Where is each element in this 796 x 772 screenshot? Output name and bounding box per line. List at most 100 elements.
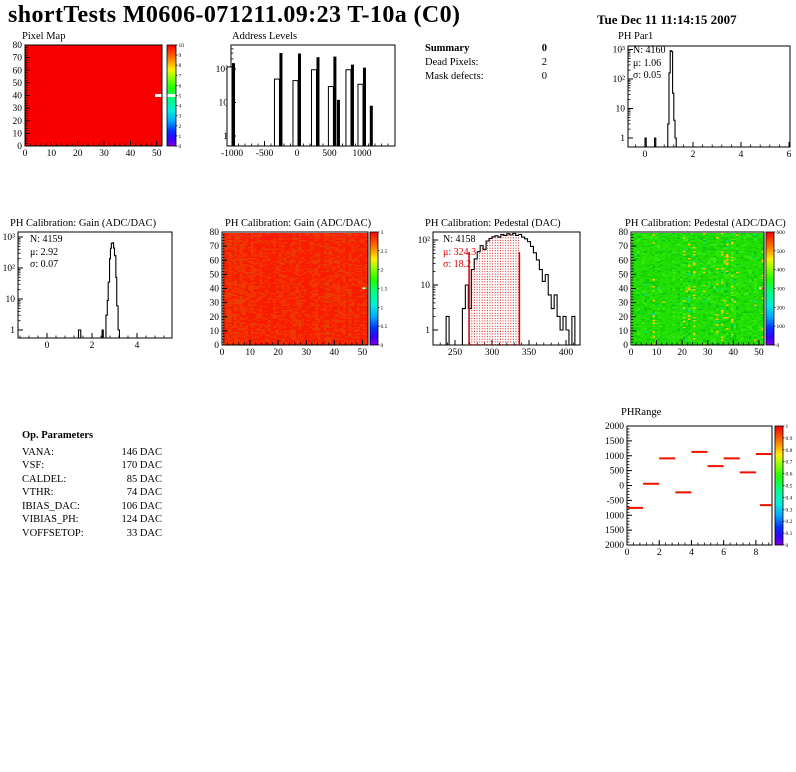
svg-text:30: 30 bbox=[703, 348, 713, 358]
svg-text:0: 0 bbox=[777, 343, 780, 349]
svg-text:20: 20 bbox=[73, 149, 83, 159]
op-parameters-title: Op. Parameters bbox=[22, 430, 94, 441]
timestamp: Tue Dec 11 11:14:15 2007 bbox=[597, 12, 737, 27]
svg-text:80: 80 bbox=[619, 228, 629, 238]
svg-text:30: 30 bbox=[99, 149, 109, 159]
svg-text:3: 3 bbox=[381, 230, 384, 236]
ph_par1-plot: 0 2 4 6 1 10 10² 10³ bbox=[613, 45, 792, 160]
stat-entries: N: 4160 bbox=[633, 45, 666, 56]
ph-par1-stats: N: 4160 μ: 1.06 σ: 0.05 bbox=[633, 45, 666, 83]
svg-text:50: 50 bbox=[210, 270, 220, 280]
svg-text:50: 50 bbox=[152, 149, 162, 159]
svg-text:0.1: 0.1 bbox=[786, 531, 793, 537]
svg-text:10: 10 bbox=[47, 149, 57, 159]
svg-text:10: 10 bbox=[616, 105, 626, 115]
svg-text:0: 0 bbox=[619, 482, 624, 492]
gain_hist-plot: 0 2 4 1 10 10² 10³ bbox=[3, 231, 173, 351]
svg-text:400: 400 bbox=[777, 268, 786, 274]
svg-text:2000: 2000 bbox=[605, 422, 624, 432]
svg-text:20: 20 bbox=[619, 313, 629, 323]
svg-text:50: 50 bbox=[619, 270, 629, 280]
svg-text:70: 70 bbox=[619, 242, 629, 252]
svg-text:10: 10 bbox=[421, 281, 431, 291]
svg-text:4: 4 bbox=[135, 341, 140, 351]
svg-text:10: 10 bbox=[210, 327, 220, 337]
svg-text:0: 0 bbox=[623, 341, 628, 351]
svg-text:0: 0 bbox=[45, 341, 50, 351]
svg-text:50: 50 bbox=[13, 79, 23, 89]
op-param-row: VSF: 170 DAC bbox=[22, 460, 162, 471]
op-param-row: IBIAS_DAC: 106 DAC bbox=[22, 500, 162, 512]
mask-defects-label: Mask defects: bbox=[425, 71, 484, 82]
svg-text:10²: 10² bbox=[613, 75, 626, 85]
page-title: shortTests M0606-071211.09:23 T-10a (C0) bbox=[8, 2, 461, 28]
svg-text:9: 9 bbox=[179, 53, 182, 59]
svg-text:0.8: 0.8 bbox=[786, 448, 793, 454]
svg-text:10: 10 bbox=[245, 348, 255, 358]
svg-text:20: 20 bbox=[273, 348, 283, 358]
svg-text:10: 10 bbox=[179, 43, 185, 49]
svg-text:0.3: 0.3 bbox=[786, 507, 793, 513]
stat-entries: N: 4159 bbox=[30, 234, 63, 245]
svg-text:0: 0 bbox=[786, 543, 789, 549]
svg-text:30: 30 bbox=[13, 104, 23, 114]
svg-text:0: 0 bbox=[643, 150, 648, 160]
svg-text:10: 10 bbox=[652, 348, 662, 358]
stat-mean: μ: 324.3 bbox=[443, 246, 477, 258]
svg-text:600: 600 bbox=[777, 230, 786, 236]
svg-text:70: 70 bbox=[210, 242, 220, 252]
svg-text:200: 200 bbox=[777, 305, 786, 311]
svg-text:2: 2 bbox=[691, 150, 696, 160]
svg-text:1000: 1000 bbox=[353, 149, 372, 159]
svg-text:1: 1 bbox=[381, 305, 384, 311]
svg-text:40: 40 bbox=[330, 348, 340, 358]
svg-text:10: 10 bbox=[6, 295, 16, 305]
summary-block: Summary 0 Dead Pixels: 2 Mask defects: 0 bbox=[425, 42, 547, 84]
svg-text:4: 4 bbox=[739, 150, 744, 160]
svg-text:30: 30 bbox=[301, 348, 311, 358]
svg-text:4: 4 bbox=[179, 104, 182, 110]
svg-text:1000: 1000 bbox=[605, 452, 624, 462]
svg-text:8: 8 bbox=[179, 63, 182, 69]
address-levels-title: Address Levels bbox=[232, 31, 298, 42]
svg-text:3: 3 bbox=[179, 114, 182, 120]
svg-text:1: 1 bbox=[179, 134, 182, 140]
svg-text:0: 0 bbox=[23, 149, 28, 159]
svg-text:70: 70 bbox=[13, 54, 23, 64]
pedestal-hist-title: PH Calibration: Pedestal (DAC) bbox=[425, 218, 561, 229]
stat-mean: μ: 2.92 bbox=[30, 246, 59, 258]
svg-text:1: 1 bbox=[620, 134, 625, 144]
pedestal_hist-plot: 250 300 350 400 1 10 10² bbox=[418, 231, 581, 358]
svg-text:80: 80 bbox=[13, 41, 23, 51]
gain_map-plot: 0 10 20 30 40 50 0 10 20 30 40 50 60 70 80 3 2.5 2 1.5 1 0.5… bbox=[210, 228, 388, 358]
gain-heatmap-canvas bbox=[222, 232, 368, 345]
svg-text:10³: 10³ bbox=[613, 46, 626, 56]
summary-title: Summary bbox=[425, 43, 470, 54]
svg-text:60: 60 bbox=[210, 256, 220, 266]
pedestal-heatmap-canvas bbox=[631, 232, 764, 345]
svg-text:0: 0 bbox=[625, 548, 630, 558]
svg-text:1.5: 1.5 bbox=[381, 287, 388, 293]
op-parameters-block: Op. Parameters VANA: 146 DAC VSF: 170 DAC … bbox=[22, 429, 162, 540]
op-param-row: CALDEL: 85 DAC bbox=[22, 473, 162, 485]
svg-text:0.5: 0.5 bbox=[381, 324, 388, 330]
svg-text:30: 30 bbox=[619, 299, 629, 309]
dead-pixels-value: 2 bbox=[541, 57, 547, 68]
svg-text:500: 500 bbox=[777, 249, 786, 255]
svg-text:10²: 10² bbox=[3, 264, 16, 274]
svg-text:0: 0 bbox=[295, 149, 300, 159]
dead-pixels-label: Dead Pixels: bbox=[425, 57, 479, 68]
gain-map-title: PH Calibration: Gain (ADC/DAC) bbox=[225, 218, 372, 229]
svg-text:2: 2 bbox=[381, 268, 384, 274]
stat-sigma: σ: 18.2 bbox=[443, 259, 472, 270]
svg-text:1: 1 bbox=[786, 424, 789, 430]
svg-text:20: 20 bbox=[210, 313, 220, 323]
summary-value: 0 bbox=[541, 43, 547, 54]
svg-text:1500: 1500 bbox=[605, 526, 624, 536]
svg-text:5: 5 bbox=[179, 94, 182, 100]
op-param-row: VANA: 146 DAC bbox=[22, 446, 162, 458]
svg-text:0.7: 0.7 bbox=[786, 460, 793, 466]
svg-text:10²: 10² bbox=[418, 236, 431, 246]
